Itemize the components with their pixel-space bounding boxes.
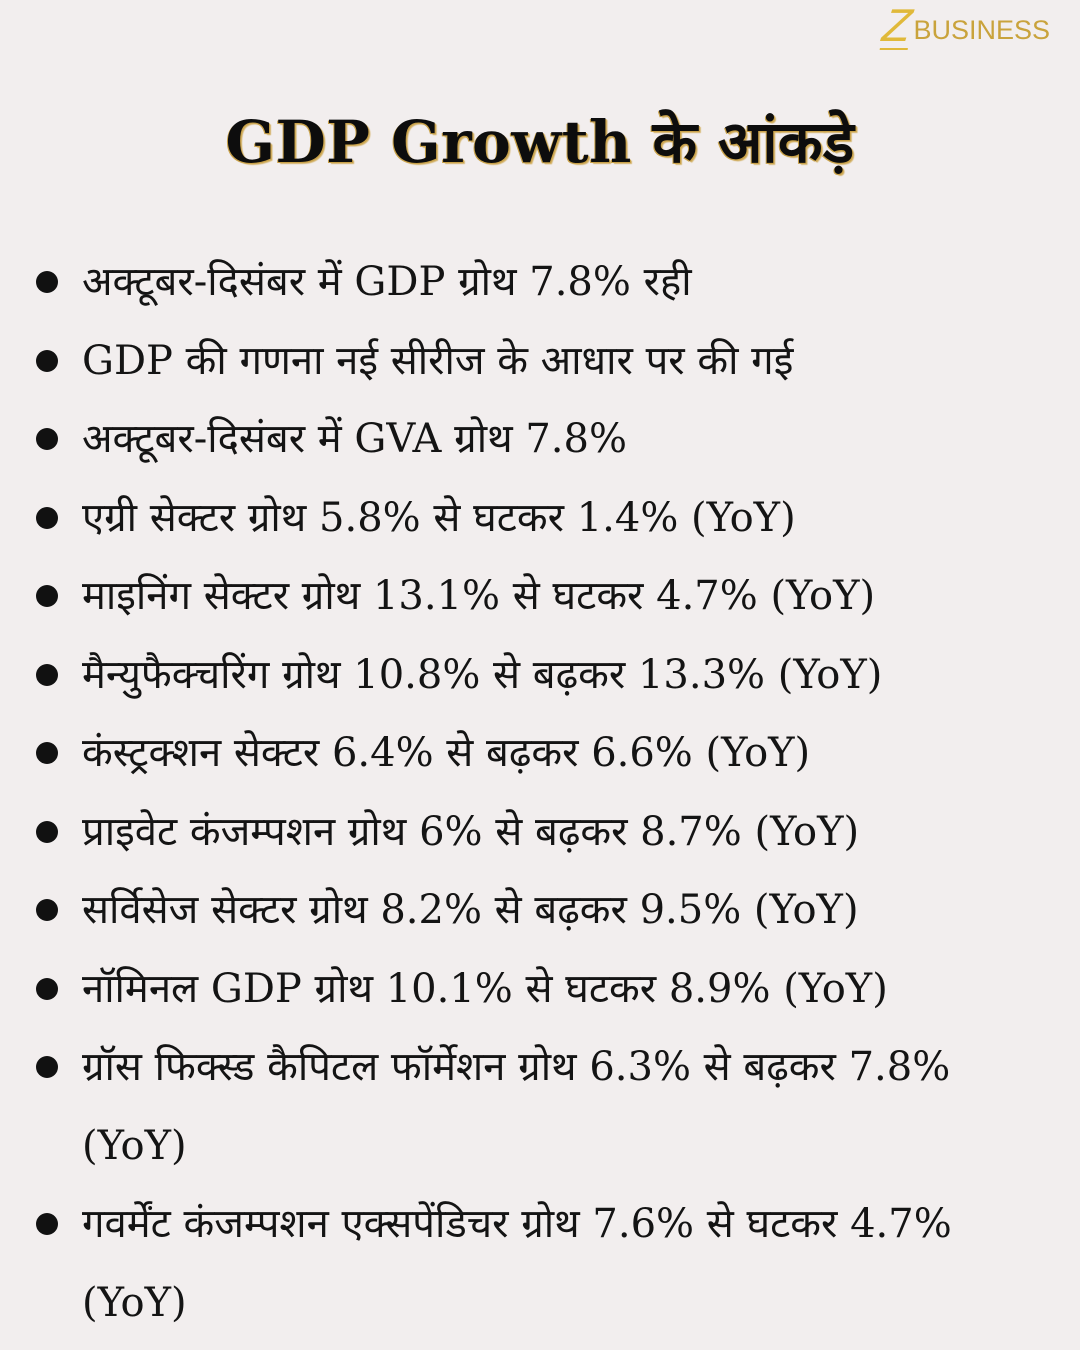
bullet-icon	[36, 977, 58, 1000]
list-item: मैन्युफैक्चरिंग ग्रोथ 10.8% से बढ़कर 13.…	[36, 636, 1060, 715]
brand-logo: Z BUSINESS	[880, 0, 1050, 51]
list-item-text: माइनिंग सेक्टर ग्रोथ 13.1% से घटकर 4.7% …	[82, 573, 876, 619]
list-item: GDP की गणना नई सीरीज के आधार पर की गई	[36, 322, 1060, 401]
bullet-icon	[36, 1213, 58, 1235]
list-item: अक्टूबर-दिसंबर में GVA ग्रोथ 7.8%	[36, 400, 1060, 479]
list-item: सर्विसेज सेक्टर ग्रोथ 8.2% से बढ़कर 9.5%…	[36, 871, 1060, 950]
list-item-text: एग्री सेक्टर ग्रोथ 5.8% से घटकर 1.4% (Yo…	[82, 494, 796, 541]
list-item-text: GDP की गणना नई सीरीज के आधार पर की गई	[82, 337, 794, 384]
list-item: प्राइवेट कंजम्पशन ग्रोथ 6% से बढ़कर 8.7%…	[36, 793, 1060, 872]
list-item-text: नॉमिनल GDP ग्रोथ 10.1% से घटकर 8.9% (YoY…	[82, 965, 888, 1012]
list-item: नॉमिनल GDP ग्रोथ 10.1% से घटकर 8.9% (YoY…	[36, 950, 1060, 1029]
list-item: एग्री सेक्टर ग्रोथ 5.8% से घटकर 1.4% (Yo…	[36, 479, 1060, 558]
page-title: GDP Growth के आंकड़े	[225, 108, 855, 176]
bullet-icon	[36, 585, 58, 607]
list-item-text: मैन्युफैक्चरिंग ग्रोथ 10.8% से बढ़कर 13.…	[82, 651, 883, 698]
list-item-text: सर्विसेज सेक्टर ग्रोथ 8.2% से बढ़कर 9.5%…	[82, 887, 859, 933]
bullet-icon	[36, 428, 58, 450]
bullet-icon	[36, 663, 58, 686]
list-item-text: गवर्मेंट कंजम्पशन एक्सपेंडिचर ग्रोथ 7.6%…	[82, 1201, 952, 1326]
list-item-text: अक्टूबर-दिसंबर में GVA ग्रोथ 7.8%	[82, 416, 627, 462]
list-item: कंस्ट्रक्शन सेक्टर 6.4% से बढ़कर 6.6% (Y…	[36, 714, 1060, 793]
list-item: गवर्मेंट कंजम्पशन एक्सपेंडिचर ग्रोथ 7.6%…	[36, 1185, 1060, 1342]
bullet-icon	[36, 271, 58, 293]
gdp-facts-list: अक्टूबर-दिसंबर में GDP ग्रोथ 7.8% रही GD…	[36, 243, 1060, 1342]
bullet-icon	[36, 820, 58, 843]
bullet-icon	[36, 742, 58, 764]
bullet-icon	[36, 1056, 58, 1078]
list-item: अक्टूबर-दिसंबर में GDP ग्रोथ 7.8% रही	[36, 243, 1060, 322]
list-item-text: अक्टूबर-दिसंबर में GDP ग्रोथ 7.8% रही	[82, 259, 692, 305]
bullet-icon	[36, 899, 58, 921]
z-logo-icon: Z	[879, 0, 916, 51]
bullet-icon	[36, 349, 58, 372]
list-item: माइनिंग सेक्टर ग्रोथ 13.1% से घटकर 4.7% …	[36, 557, 1060, 636]
list-item-text: कंस्ट्रक्शन सेक्टर 6.4% से बढ़कर 6.6% (Y…	[82, 730, 811, 776]
list-item: ग्रॉस फिक्स्ड कैपिटल फॉर्मेशन ग्रोथ 6.3%…	[36, 1028, 1060, 1185]
list-item-text: प्राइवेट कंजम्पशन ग्रोथ 6% से बढ़कर 8.7%…	[82, 808, 860, 855]
brand-name: BUSINESS	[913, 15, 1050, 45]
list-item-text: ग्रॉस फिक्स्ड कैपिटल फॉर्मेशन ग्रोथ 6.3%…	[82, 1044, 951, 1169]
bullet-icon	[36, 506, 58, 529]
